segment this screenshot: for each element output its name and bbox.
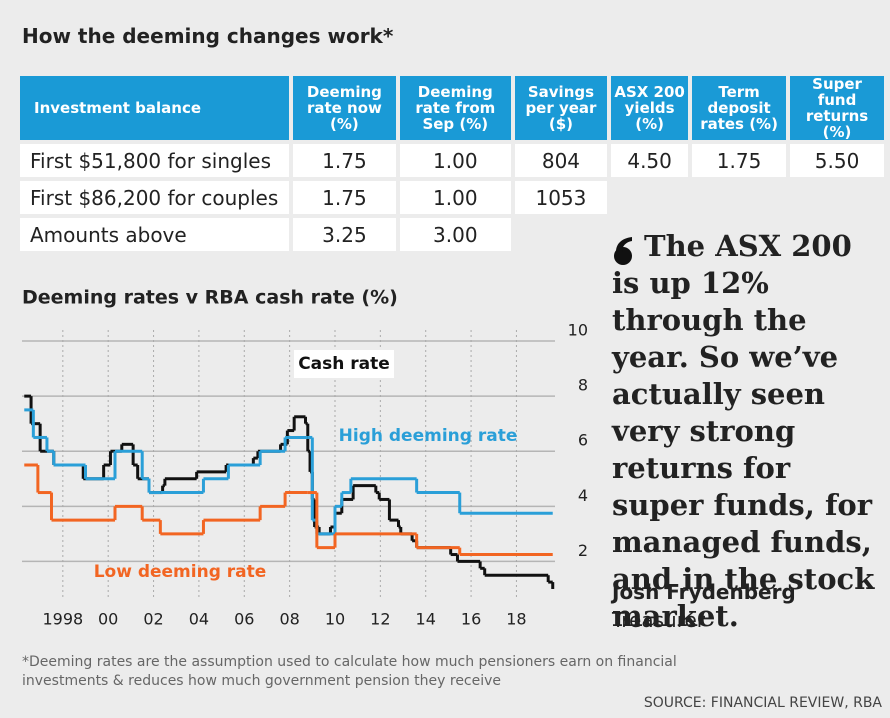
x-tick-label: 12 [370, 610, 390, 629]
table-cell: First $51,800 for singles [20, 144, 289, 177]
source: SOURCE: FINANCIAL REVIEW, RBA [643, 695, 882, 711]
table-cell: 1.00 [399, 181, 511, 214]
table-cell: 1053 [514, 181, 608, 214]
table-cell: 804 [514, 144, 608, 177]
table-cell: First $86,200 for couples [20, 181, 289, 214]
x-tick-label: 14 [416, 610, 436, 629]
x-tick-label: 08 [279, 610, 299, 629]
y-tick-label: 4 [578, 486, 588, 505]
table-cell: 1.75 [293, 144, 396, 177]
table-cell: 1.75 [692, 144, 787, 177]
series-label: High deeming rate [339, 426, 518, 446]
table-cell: Amounts above [20, 218, 289, 251]
table-row: First $51,800 for singles 1.75 1.00 804 4.50… [20, 144, 884, 177]
table-cell: 3.00 [399, 218, 511, 251]
chart-title: Deeming rates v RBA cash rate (%) [22, 287, 398, 309]
quote-role: Treasurer [612, 608, 706, 632]
table-cell: 1.75 [293, 181, 396, 214]
quote-text: The ASX 200 is up 12% through the year. … [612, 229, 875, 633]
x-tick-label: 04 [189, 610, 209, 629]
table-cell: 3.25 [293, 218, 396, 251]
table-row: First $86,200 for couples 1.75 1.00 1053 [20, 181, 884, 214]
x-tick-label: 18 [506, 610, 526, 629]
series-label: Low deeming rate [94, 562, 267, 582]
header-cell: Deeming rate now (%) [293, 76, 396, 140]
y-tick-label: 10 [568, 321, 588, 340]
quote-name: Josh Frydenberg [612, 580, 796, 604]
page-title: How the deeming changes work* [22, 24, 394, 48]
chart: Deeming rates v RBA cash rate (%) 2 4 6 8 10… [22, 287, 588, 629]
y-tick-label: 8 [578, 376, 588, 395]
x-tick-label: 1998 [42, 610, 83, 629]
x-tick-label: 16 [461, 610, 481, 629]
label-box [294, 350, 394, 378]
y-tick-label: 2 [578, 541, 588, 560]
x-tick-label: 02 [143, 610, 163, 629]
table-cell: 1.00 [399, 144, 511, 177]
table-body: First $51,800 for singles 1.75 1.00 804 4.50… [20, 144, 884, 251]
table-cell: 5.50 [790, 144, 884, 177]
x-tick-label: 06 [234, 610, 254, 629]
x-tick-label: 10 [325, 610, 345, 629]
table-row: Amounts above 3.25 3.00 [20, 218, 884, 251]
footnote: *Deeming rates are the assumption used t… [22, 654, 677, 689]
series-label: Cash rate [298, 354, 390, 374]
header-cell: Investment balance [20, 76, 289, 140]
header-cell: Savings per year ($) [514, 76, 608, 140]
table-cell: 4.50 [611, 144, 689, 177]
x-tick-label: 00 [98, 610, 118, 629]
y-tick-label: 6 [578, 431, 588, 450]
deeming-table: Investment balance Deeming rate now (%) De… [16, 72, 888, 255]
header-row: Investment balance Deeming rate now (%) De… [20, 76, 884, 140]
header-cell: Super fund returns (%) [790, 76, 884, 140]
header-cell: Deeming rate from Sep (%) [399, 76, 511, 140]
quote-mark [614, 237, 632, 265]
header-cell: Term deposit rates (%) [692, 76, 787, 140]
header-cell: ASX 200 yields (%) [611, 76, 689, 140]
